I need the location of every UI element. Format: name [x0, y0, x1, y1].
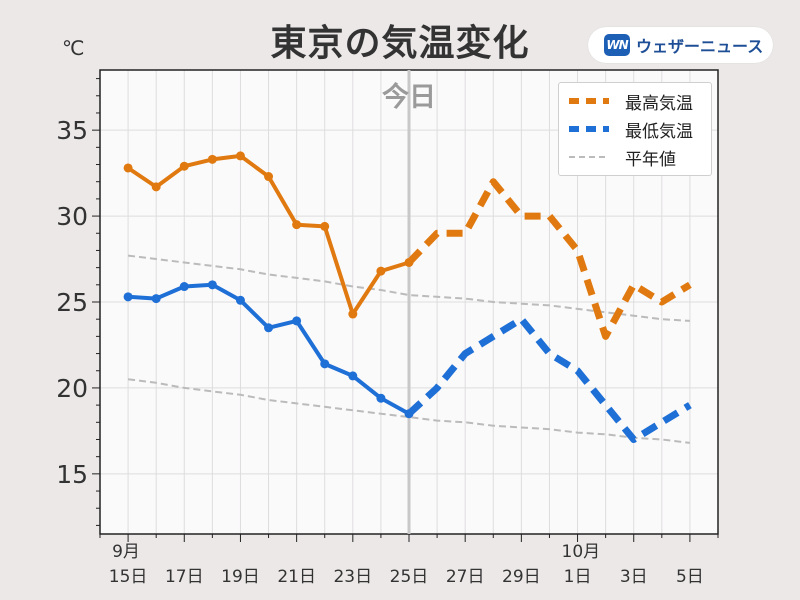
y-tick-label: 35 [56, 116, 88, 145]
y-tick-label: 25 [56, 288, 88, 317]
legend-label-normal: 平年値 [625, 149, 676, 170]
x-tick-label: 23日 [333, 567, 372, 587]
x-tick-label: 15日 [109, 567, 148, 587]
observed-high-point [179, 161, 189, 171]
x-tick-label: 29日 [502, 567, 541, 587]
observed-low-point [348, 371, 358, 381]
observed-low-point [123, 292, 133, 302]
observed-low-point [207, 280, 217, 290]
observed-low-point [292, 316, 302, 326]
forecast-high-line [406, 178, 692, 340]
x-tick-label: 5日 [676, 567, 704, 587]
observed-low-point [151, 294, 161, 304]
legend-swatch-normal [569, 156, 609, 158]
legend-label-high: 最高気温 [625, 93, 693, 114]
observed-high-point [292, 220, 302, 230]
normal-high-line [127, 254, 690, 322]
legend-label-low: 最低気温 [625, 121, 693, 142]
normal-low-line [127, 378, 691, 444]
x-tick-label: 17日 [165, 567, 204, 587]
chart-title: 東京の気温変化 [270, 23, 530, 64]
observed-high-point [376, 266, 386, 276]
weathernews-logo-icon: WN [604, 34, 630, 56]
x-tick-label: 27日 [446, 567, 485, 587]
legend-item-high: 最高気温 [565, 89, 693, 114]
x-tick-label: 1日 [564, 567, 592, 587]
observed-low-point [320, 359, 330, 369]
x-tick-label-month: 9月 [112, 542, 140, 562]
y-tick-label: 30 [56, 202, 88, 231]
observed-high-point [207, 154, 217, 164]
observed-high-point [123, 163, 133, 173]
y-tick-label: 20 [56, 374, 88, 403]
observed-low-point [235, 295, 245, 305]
legend-swatch-high [569, 98, 609, 104]
y-tick-label: 15 [56, 460, 88, 489]
legend-item-low: 最低気温 [565, 117, 693, 142]
observed-high-point [348, 309, 358, 319]
legend-item-normal: 平年値 [565, 145, 676, 170]
x-tick-label: 21日 [277, 567, 316, 587]
observed-low-point [376, 393, 386, 403]
brand-badge: WN ウェザーニュース [588, 27, 773, 63]
today-label: 今日 [382, 81, 436, 113]
legend: 最高気温 最低気温 平年値 [558, 82, 712, 176]
observed-high-point [151, 182, 161, 192]
observed-high-point [235, 151, 245, 161]
x-tick-label: 19日 [221, 567, 260, 587]
x-tick-label-month: 10月 [562, 542, 601, 562]
observed-low-point [179, 282, 189, 292]
x-tick-label: 3日 [620, 567, 648, 587]
observed-low-point [264, 323, 274, 333]
x-tick-label: 25日 [390, 567, 429, 587]
observed-high-point [320, 221, 330, 231]
y-axis-unit: ℃ [62, 36, 85, 60]
brand-name: ウェザーニュース [636, 37, 764, 56]
forecast-low-line [406, 315, 692, 443]
observed-high-point [264, 172, 274, 182]
legend-swatch-low [569, 126, 609, 132]
